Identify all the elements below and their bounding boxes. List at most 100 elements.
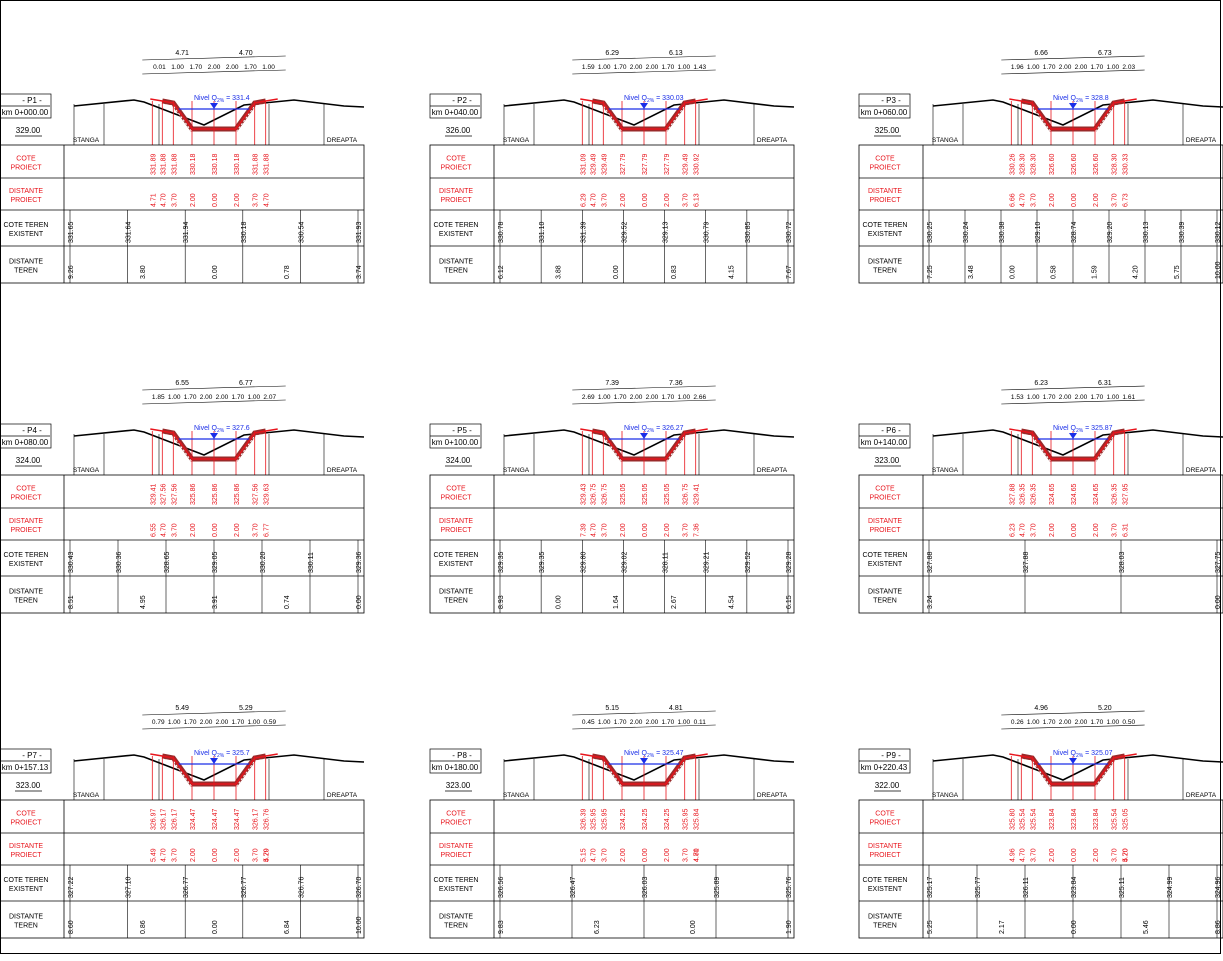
dimension-segment: 1.00	[677, 64, 690, 71]
terrain-elevation: 325.76	[786, 876, 793, 898]
band-label: DISTANTE	[868, 589, 902, 596]
project-distance: 6.13	[694, 193, 701, 207]
project-distance: 7.39	[580, 523, 587, 537]
project-distance: 2.00	[190, 193, 197, 207]
existing-ground-line	[932, 754, 1223, 781]
project-elevation: 324.47	[190, 808, 197, 830]
project-elevation: 326.60	[1049, 153, 1056, 175]
terrain-elevation: 327.75	[1215, 551, 1222, 573]
terrain-distance: 1.90	[786, 920, 793, 934]
dimension-segment: 1.43	[693, 64, 706, 71]
terrain-elevation: 330.78	[498, 221, 505, 243]
band-label: TEREN	[873, 598, 897, 605]
project-distance: 5.15	[580, 848, 587, 862]
project-distance: 2.00	[190, 848, 197, 862]
project-elevation: 326.60	[1093, 153, 1100, 175]
left-bank-label: STANGA	[73, 792, 100, 799]
dimension-segment: 1.00	[171, 64, 184, 71]
dimension-segment: 1.70	[614, 64, 627, 71]
dimension-segment: 1.96	[1011, 64, 1024, 71]
profile-id: - P5 -	[452, 426, 472, 435]
terrain-distance: 3.88	[556, 265, 563, 279]
band-label: EXISTENT	[9, 561, 44, 568]
dimension-segment: 2.00	[646, 64, 659, 71]
right-bank-label: DREAPTA	[757, 137, 788, 144]
project-elevation: 327.56	[253, 483, 260, 505]
project-distance: 2.00	[620, 848, 627, 862]
band-label: PROIECT	[10, 197, 42, 204]
project-elevation: 326.35	[1030, 483, 1037, 505]
profile-id-box	[858, 423, 911, 449]
terrain-elevation: 329.02	[621, 551, 628, 573]
project-elevation: 326.17	[171, 808, 178, 830]
project-distance: 3.70	[1112, 848, 1119, 862]
project-elevation: 327.95	[1123, 483, 1130, 505]
terrain-elevation: 330.38	[999, 221, 1006, 243]
terrain-elevation: 330.11	[308, 552, 315, 573]
band-label: PROIECT	[10, 527, 42, 534]
dimension-segment: 1.00	[1027, 394, 1040, 401]
project-distance: 6.73	[1123, 193, 1130, 207]
project-distance: 4.70	[590, 193, 597, 207]
dimension-segment: 2.00	[208, 64, 221, 71]
project-elevation: 331.89	[150, 153, 157, 175]
band-label: PROIECT	[440, 820, 472, 827]
dimension-segment: 1.70	[232, 394, 245, 401]
band-label: PROIECT	[10, 495, 42, 502]
dimension-segment: 1.00	[677, 394, 690, 401]
band-label: DISTANTE	[868, 914, 902, 921]
project-elevation: 324.25	[642, 808, 649, 830]
band-label: COTE TEREN	[4, 877, 49, 884]
terrain-elevation: 331.94	[183, 221, 190, 243]
terrain-distance: 6.12	[498, 265, 505, 279]
terrain-elevation: 330.72	[786, 221, 793, 243]
project-distance: 4.71	[150, 193, 157, 207]
project-elevation: 324.47	[212, 808, 219, 830]
band-label: DISTANTE	[439, 259, 473, 266]
terrain-elevation: 329.10	[1035, 221, 1042, 243]
terrain-distance: 0.00	[690, 920, 697, 934]
dimension-segment: 1.70	[184, 719, 197, 726]
terrain-elevation: 326.56	[498, 876, 505, 898]
terrain-elevation: 331.39	[580, 221, 587, 243]
project-elevation: 329.43	[580, 483, 587, 505]
terrain-distance: 9.83	[498, 920, 505, 934]
terrain-distance: 0.00	[356, 595, 363, 609]
band-label: DISTANTE	[439, 843, 473, 850]
profile-id: - P4 -	[22, 426, 42, 435]
project-elevation: 329.49	[590, 153, 597, 175]
terrain-elevation: 329.80	[580, 551, 587, 573]
project-distance: 4.70	[160, 848, 167, 862]
terrain-elevation: 331.64	[126, 221, 133, 243]
project-distance: 6.77	[264, 523, 271, 537]
terrain-distance: 8.60	[68, 920, 75, 934]
dimension-segment: 1.70	[1043, 719, 1056, 726]
terrain-elevation: 330.24	[963, 221, 970, 243]
project-distance: 4.70	[694, 848, 701, 862]
project-elevation: 329.41	[150, 483, 157, 505]
project-distance: 3.70	[683, 193, 690, 207]
project-elevation: 330.18	[212, 153, 219, 175]
project-distance: 2.00	[620, 193, 627, 207]
band-label: TEREN	[14, 598, 38, 605]
project-distance: 2.00	[234, 193, 241, 207]
band-label: TEREN	[14, 923, 38, 930]
left-bank-label: STANGA	[932, 792, 959, 799]
existing-ground-line	[73, 429, 365, 456]
project-elevation: 327.88	[1009, 483, 1016, 505]
profile-2: - P2 - km 0+040.00 326.00 Nivel Q2% = 330.0…	[429, 50, 795, 284]
dimension-left: 6.66	[1034, 50, 1048, 57]
dimension-segment: 2.00	[216, 719, 229, 726]
dimension-segment: 2.00	[1075, 719, 1088, 726]
project-distance: 4.70	[264, 848, 271, 862]
left-bank-label: STANGA	[73, 137, 100, 144]
dimension-segment: 2.00	[630, 394, 643, 401]
water-level-label: Nivel Q2% = 325.07	[1053, 750, 1113, 759]
project-distance: 0.00	[212, 193, 219, 207]
dimension-segment: 1.00	[247, 719, 260, 726]
profile-km: km 0+080.00	[2, 438, 49, 447]
terrain-elevation: 325.11	[1119, 877, 1126, 898]
terrain-distance: 4.20	[1133, 265, 1140, 279]
project-elevation: 325.80	[1009, 808, 1016, 830]
band-label: COTE TEREN	[863, 552, 908, 559]
